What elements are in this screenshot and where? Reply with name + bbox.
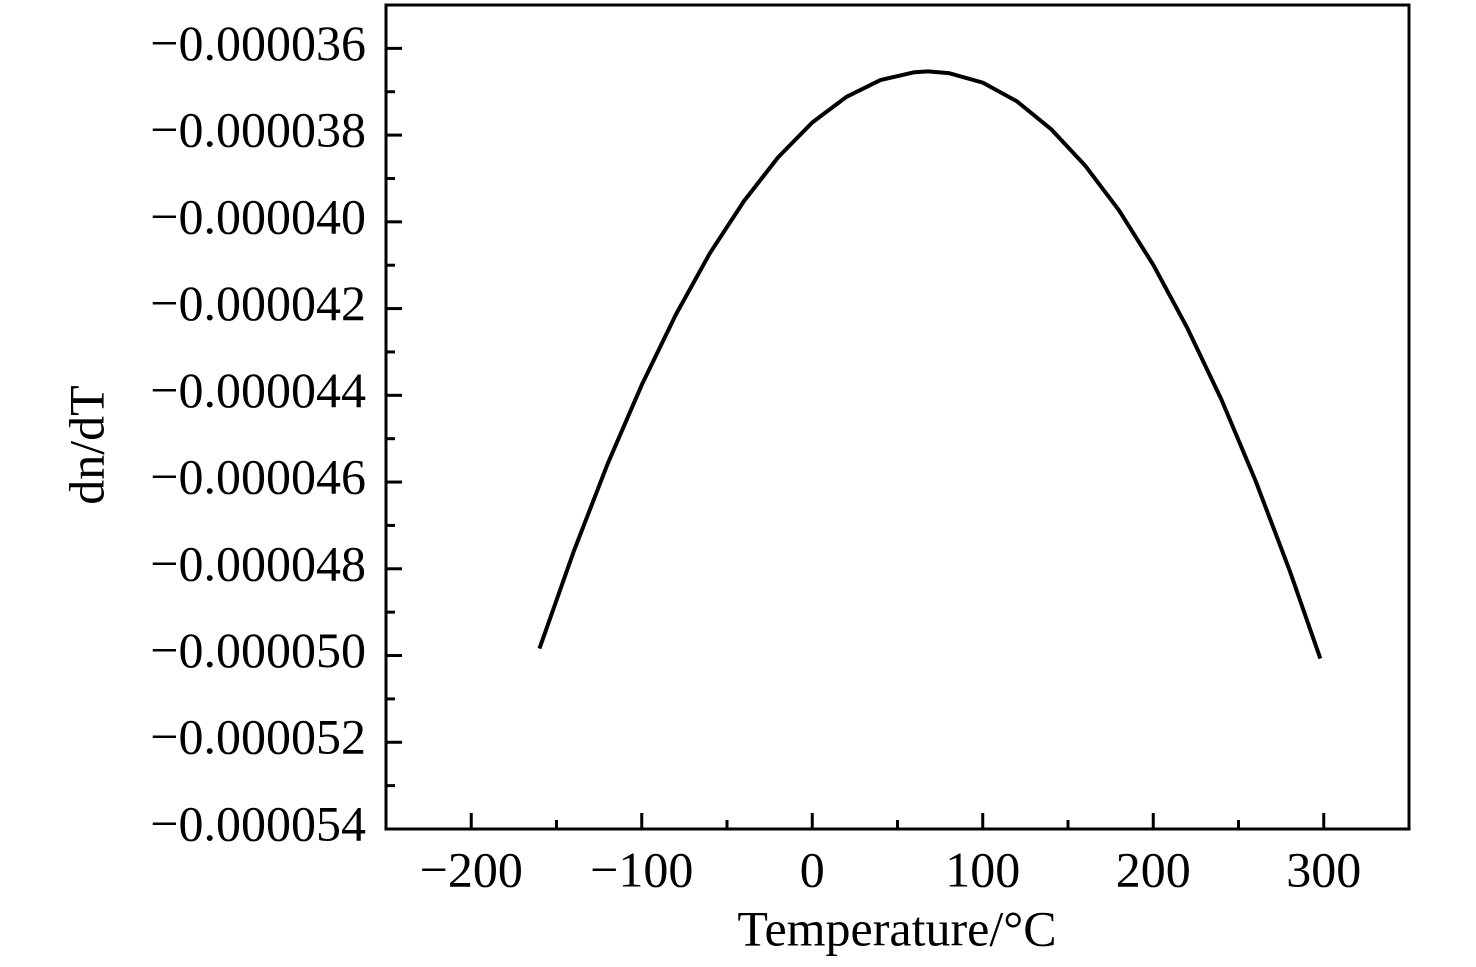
- y-tick-label: −0.000036: [150, 15, 366, 71]
- y-tick-label: −0.000048: [150, 535, 366, 591]
- y-tick-label: −0.000052: [150, 709, 366, 765]
- y-tick-label: −0.000044: [150, 362, 366, 418]
- y-tick-label: −0.000046: [150, 449, 366, 505]
- x-tick-label: −200: [420, 841, 523, 897]
- y-tick-label: −0.000042: [150, 275, 366, 331]
- y-axis-title: dn/dT: [58, 385, 114, 504]
- x-axis-title: Temperature/°C: [737, 900, 1056, 956]
- x-tick-label: 300: [1286, 841, 1361, 897]
- y-tick-label: −0.000054: [150, 795, 366, 851]
- x-tick-label: −100: [590, 841, 693, 897]
- x-tick-label: 200: [1116, 841, 1191, 897]
- y-tick-label: −0.000050: [150, 622, 366, 678]
- plot-frame: [384, 3, 1411, 831]
- data-line: [537, 69, 1323, 660]
- x-tick-label: 0: [800, 841, 825, 897]
- x-tick-label: 100: [945, 841, 1020, 897]
- y-tick-label: −0.000040: [150, 188, 366, 244]
- y-tick-label: −0.000038: [150, 102, 366, 158]
